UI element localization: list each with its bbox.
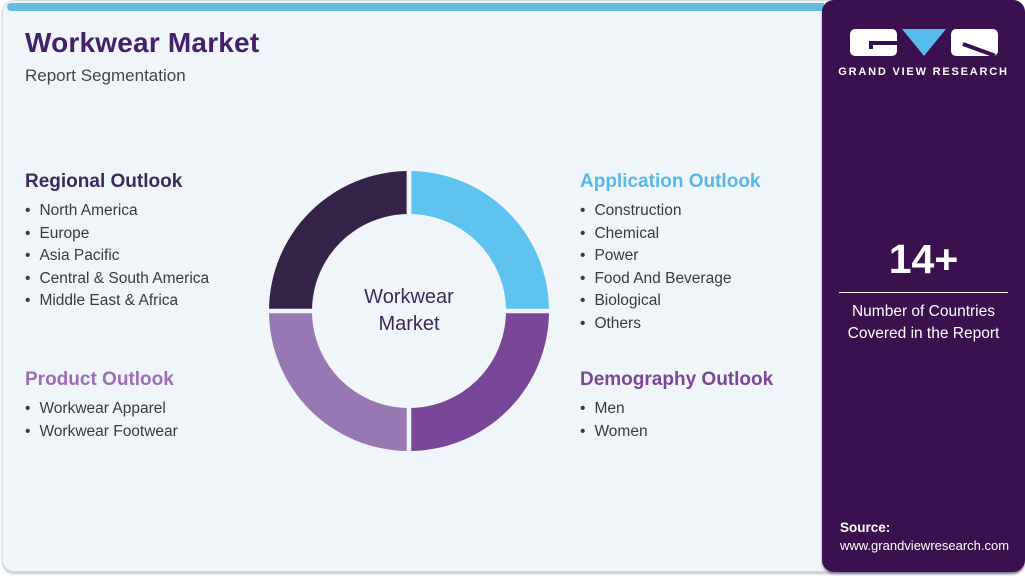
- logo-letter-v-icon: [901, 29, 946, 56]
- stat-label: Number of Countries Covered in the Repor…: [839, 301, 1008, 345]
- list-item: Middle East & Africa: [25, 290, 280, 313]
- stat-value: 14+: [888, 236, 959, 282]
- header: Workwear Market Report Segmentation: [25, 27, 259, 86]
- gvr-logo: GRAND VIEW RESEARCH: [822, 29, 1025, 78]
- section-heading: Regional Outlook: [25, 171, 183, 192]
- donut-center-label: Workwear Market: [264, 166, 554, 456]
- section-list: North AmericaEuropeAsia PacificCentral &…: [25, 200, 280, 313]
- logo-letter-r-icon: [950, 29, 998, 56]
- source-url-link[interactable]: www.grandviewresearch.com: [840, 538, 1010, 553]
- list-item: Women: [580, 421, 835, 444]
- donut-segment: [269, 171, 409, 311]
- list-item: Construction: [580, 200, 835, 223]
- countries-stat: 14+ Number of Countries Covered in the R…: [839, 236, 1008, 345]
- logo-letter-g-icon: [849, 29, 897, 56]
- section-application-outlook: Application Outlook ConstructionChemical…: [580, 171, 835, 336]
- donut-segment: [409, 311, 549, 451]
- list-item: Power: [580, 245, 835, 268]
- stat-label-line1: Number of Countries: [851, 303, 995, 320]
- brand-name: GRAND VIEW RESEARCH: [838, 66, 1009, 78]
- source-label: Source:: [840, 520, 891, 535]
- donut-chart-svg: [266, 168, 552, 454]
- section-heading: Demography Outlook: [580, 369, 774, 390]
- list-item: Men: [580, 398, 835, 421]
- stat-label-line2: Covered in the Report: [847, 325, 1000, 342]
- list-item: Others: [580, 313, 835, 336]
- donut-center-line2: Market: [378, 313, 440, 335]
- list-item: Central & South America: [25, 268, 280, 291]
- donut-chart: Workwear Market: [264, 166, 554, 456]
- page-title: Workwear Market: [25, 27, 260, 58]
- list-item: Asia Pacific: [25, 245, 280, 268]
- section-heading: Product Outlook: [25, 369, 174, 390]
- list-item: Workwear Footwear: [25, 421, 280, 444]
- section-heading: Application Outlook: [580, 171, 761, 192]
- section-list: MenWomen: [580, 398, 835, 443]
- gvr-logo-icon: [822, 29, 1025, 57]
- source-block: Source: www.grandviewresearch.com: [840, 518, 1009, 555]
- side-panel: GRAND VIEW RESEARCH 14+ Number of Countr…: [822, 0, 1025, 572]
- list-item: Workwear Apparel: [25, 398, 280, 421]
- section-demography-outlook: Demography Outlook MenWomen: [580, 369, 835, 443]
- list-item: Europe: [25, 223, 280, 246]
- donut-segment: [409, 171, 549, 311]
- section-product-outlook: Product Outlook Workwear ApparelWorkwear…: [25, 369, 280, 443]
- section-list: Workwear ApparelWorkwear Footwear: [25, 398, 280, 443]
- stat-divider: [839, 292, 1008, 293]
- donut-segment: [269, 311, 409, 451]
- page-subtitle: Report Segmentation: [25, 66, 186, 85]
- list-item: Chemical: [580, 223, 835, 246]
- list-item: North America: [25, 200, 280, 223]
- section-regional-outlook: Regional Outlook North AmericaEuropeAsia…: [25, 171, 280, 313]
- top-accent-bar: [7, 3, 824, 11]
- list-item: Biological: [580, 290, 835, 313]
- donut-center-line1: Workwear: [364, 286, 454, 308]
- section-list: ConstructionChemicalPowerFood And Bevera…: [580, 200, 835, 336]
- list-item: Food And Beverage: [580, 268, 835, 291]
